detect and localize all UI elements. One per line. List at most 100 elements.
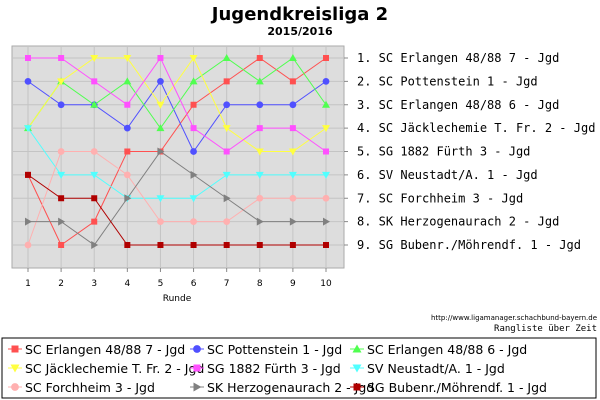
series-7-point-8 [256, 194, 264, 202]
series-9-point-9 [289, 242, 296, 248]
series-9-point-5 [157, 242, 164, 248]
legend-marker-2 [193, 345, 201, 353]
series-9-point-6 [190, 242, 197, 248]
series-5-point-10 [323, 148, 329, 155]
legend-marker-8 [193, 382, 202, 392]
series-7-point-10 [322, 194, 330, 202]
series-4-point-10 [322, 125, 330, 133]
x-axis-label: Runde [163, 294, 192, 304]
x-tick-label-10: 10 [320, 279, 332, 289]
series-3-point-9 [288, 54, 297, 61]
legend-item-1: SC Erlangen 48/88 7 - Jgd [8, 342, 185, 357]
series-5-point-8 [256, 125, 263, 132]
series-8-point-6 [190, 170, 198, 179]
series-5 [25, 55, 329, 155]
ranking-label-4: 4. SC Jäcklechemie T. Fr. 2 - Jgd [357, 121, 595, 135]
series-4-point-4 [123, 55, 132, 62]
legend-label-1: SC Erlangen 48/88 7 - Jgd [25, 342, 185, 357]
series-9-point-2 [58, 195, 65, 202]
series-6-point-1 [24, 125, 32, 133]
series-7-point-3 [90, 148, 98, 155]
series-5-point-7 [223, 148, 230, 155]
series-8-point-4 [124, 194, 132, 203]
x-tick-label-8: 8 [257, 279, 263, 289]
legend-marker-3 [352, 344, 362, 353]
series-3-point-4 [123, 77, 132, 85]
ranking-label-8: 8. SK Herzogenaurach 2 - Jgd [357, 215, 559, 229]
series-5-point-2 [58, 55, 65, 61]
series-4-point-9 [288, 148, 297, 156]
series-8-point-9 [289, 217, 297, 226]
series-1-point-3 [91, 218, 98, 225]
series-1-point-10 [323, 55, 329, 61]
series-line-3 [27, 57, 327, 129]
series-7-point-1 [24, 241, 32, 249]
series-8-point-2 [58, 217, 66, 226]
series-8-point-1 [25, 217, 32, 226]
series-9 [25, 171, 329, 248]
y-axis-right [344, 57, 348, 246]
series-3-point-3 [90, 100, 99, 108]
series-5-point-6 [190, 125, 197, 132]
series-1-point-2 [58, 242, 65, 248]
plot-area [11, 45, 345, 269]
series-3-point-6 [189, 77, 198, 85]
series-4-point-3 [90, 55, 99, 62]
x-tick-label-4: 4 [124, 279, 130, 289]
series-6-point-2 [57, 171, 66, 179]
series-line-2 [27, 80, 327, 153]
source-url: http://www.ligamanager.schachbund-bayern… [431, 314, 597, 322]
series-8-point-5 [157, 147, 165, 156]
series-1-point-8 [256, 55, 263, 61]
series-4-point-6 [189, 55, 198, 62]
x-axis: 1 2 3 4 5 6 7 8 9 10 [25, 268, 332, 289]
series-line-7 [27, 151, 326, 246]
ranking-label-6: 6. SV Neustadt/A. 1 - Jgd [357, 168, 538, 182]
x-tick-label-3: 3 [91, 279, 97, 289]
legend-marker-5 [193, 364, 201, 372]
series-9-point-10 [323, 242, 329, 248]
series-7-point-9 [289, 194, 297, 202]
legend-marker-7 [11, 383, 19, 391]
series-8-point-8 [256, 217, 264, 226]
legend-item-6: SV Neustadt/A. 1 - Jgd [350, 361, 505, 376]
chart-subtitle: 2015/2016 [267, 25, 333, 38]
series-4-point-7 [222, 125, 231, 133]
series-5-point-9 [289, 125, 296, 132]
series-5-point-3 [91, 78, 98, 85]
series-6-point-5 [156, 195, 165, 203]
ranking-labels: 1. SC Erlangen 48/88 7 - Jgd 2. SC Potten… [357, 51, 595, 252]
series-6-point-6 [189, 195, 198, 203]
series-2-point-6 [190, 148, 197, 155]
ranking-label-1: 1. SC Erlangen 48/88 7 - Jgd [357, 51, 559, 65]
series-8-point-3 [91, 241, 99, 249]
series-7-point-4 [123, 171, 131, 179]
series-9-point-1 [25, 171, 31, 178]
series-2-point-10 [322, 77, 330, 85]
series-1-point-6 [190, 101, 197, 108]
legend-label-7: SC Forchheim 3 - Jgd [25, 380, 155, 395]
legend-item-3: SC Erlangen 48/88 6 - Jgd [350, 342, 527, 357]
legend-label-5: SG 1882 Fürth 3 - Jgd [207, 361, 341, 376]
series-8-point-7 [223, 194, 231, 203]
series-6-point-7 [222, 171, 231, 179]
series-3-point-5 [156, 124, 165, 132]
ranking-label-3: 3. SC Erlangen 48/88 6 - Jgd [357, 98, 559, 112]
series-7 [24, 148, 330, 249]
series-7-point-2 [57, 148, 65, 155]
series-2-point-9 [289, 101, 297, 109]
series-2 [24, 77, 330, 155]
series-6-point-9 [288, 171, 297, 179]
series-9-point-8 [256, 242, 263, 248]
series-7-point-7 [223, 218, 231, 226]
series-line-5 [28, 57, 327, 153]
caption: Rangliste über Zeit [494, 324, 597, 334]
series-7-point-6 [190, 218, 197, 226]
legend-box [1, 337, 597, 399]
series-9-point-7 [223, 242, 230, 248]
series-layer [24, 54, 330, 249]
series-3-point-10 [322, 100, 330, 108]
legend: SC Erlangen 48/88 7 - Jgd SC Pottenstein … [8, 342, 547, 395]
series-2-point-7 [223, 101, 231, 109]
